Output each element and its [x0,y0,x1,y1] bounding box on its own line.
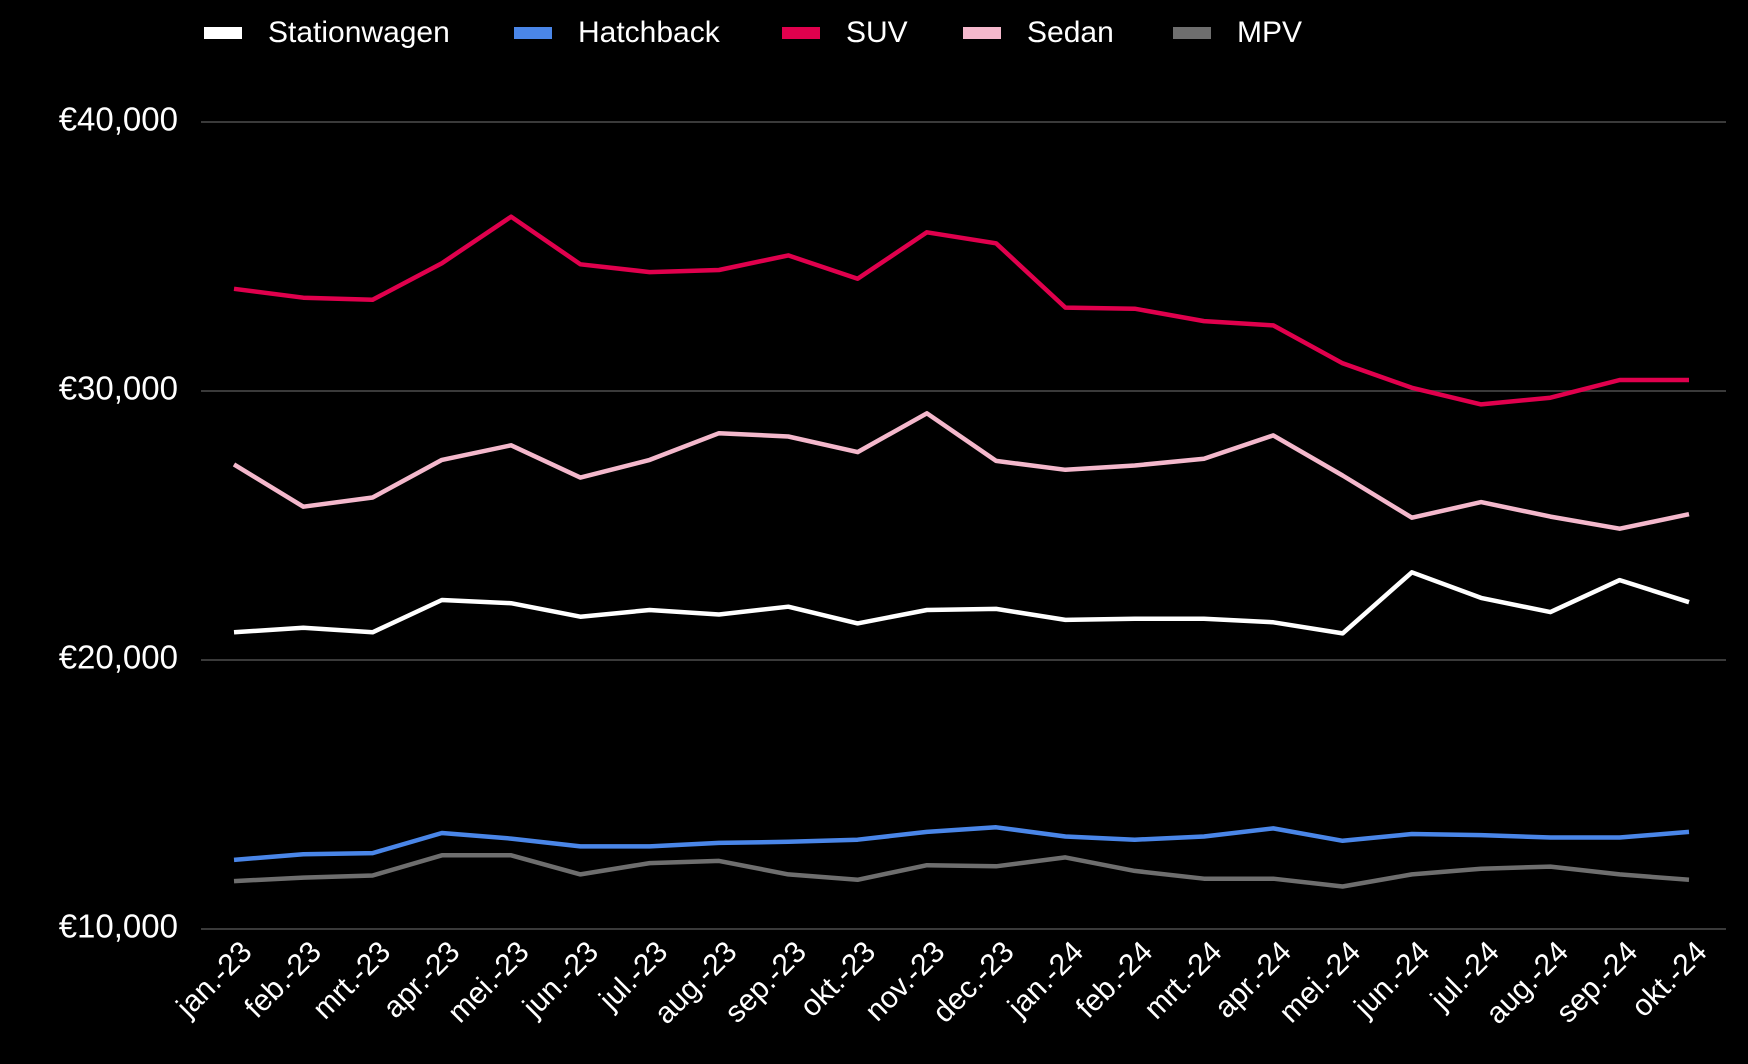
legend-swatch [514,27,552,39]
legend-swatch [782,27,820,39]
series-line [232,411,1690,531]
x-tick-label: okt.-24 [1625,935,1713,1023]
series-line [233,570,1690,636]
series-line [233,214,1689,407]
legend-label: SUV [846,16,908,49]
legend-label: Hatchback [578,16,721,49]
legend-swatch [204,27,242,39]
legend-label: MPV [1237,16,1302,49]
x-tick-label: jun.-23 [516,935,605,1024]
x-tick-label: mrt.-24 [1138,935,1229,1026]
x-tick-label: mrt.-23 [307,935,398,1026]
y-tick-label: €30,000 [59,370,178,407]
y-tick-label: €10,000 [59,908,178,945]
legend-label: Sedan [1027,16,1114,49]
series-line [233,825,1690,863]
series-line [233,853,1690,889]
x-tick-label: jan.-24 [1001,935,1090,1024]
legend-swatch [1173,27,1211,39]
y-tick-label: €20,000 [59,639,178,676]
legend-label: Stationwagen [268,16,450,49]
y-tick-label: €40,000 [59,101,178,138]
x-tick-label: jun.-24 [1348,935,1437,1024]
x-tick-label: jan.-23 [170,935,259,1024]
legend-swatch [963,27,1001,39]
